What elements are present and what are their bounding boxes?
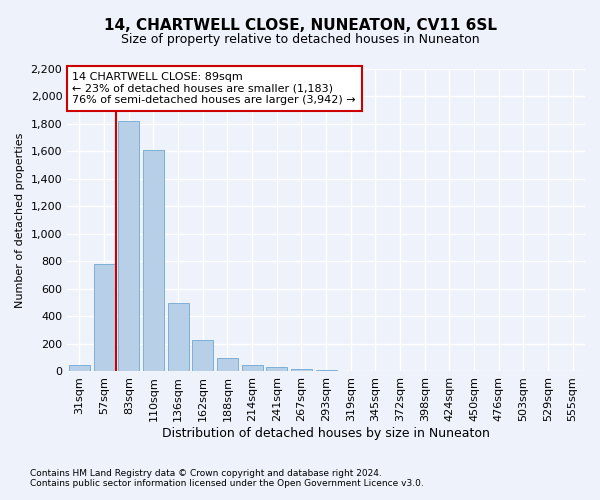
Bar <box>291 368 312 372</box>
Bar <box>167 302 188 372</box>
Y-axis label: Number of detached properties: Number of detached properties <box>15 132 25 308</box>
Bar <box>143 150 164 372</box>
Text: 14, CHARTWELL CLOSE, NUNEATON, CV11 6SL: 14, CHARTWELL CLOSE, NUNEATON, CV11 6SL <box>104 18 497 32</box>
Bar <box>217 358 238 372</box>
Bar <box>94 264 115 372</box>
Bar <box>266 368 287 372</box>
Text: Contains public sector information licensed under the Open Government Licence v3: Contains public sector information licen… <box>30 478 424 488</box>
Text: Contains HM Land Registry data © Crown copyright and database right 2024.: Contains HM Land Registry data © Crown c… <box>30 468 382 477</box>
Bar <box>193 340 213 372</box>
Bar <box>118 121 139 372</box>
Text: Size of property relative to detached houses in Nuneaton: Size of property relative to detached ho… <box>121 32 479 46</box>
Bar <box>316 370 337 372</box>
Text: 14 CHARTWELL CLOSE: 89sqm
← 23% of detached houses are smaller (1,183)
76% of se: 14 CHARTWELL CLOSE: 89sqm ← 23% of detac… <box>73 72 356 105</box>
X-axis label: Distribution of detached houses by size in Nuneaton: Distribution of detached houses by size … <box>162 427 490 440</box>
Bar <box>69 364 90 372</box>
Bar <box>242 364 263 372</box>
